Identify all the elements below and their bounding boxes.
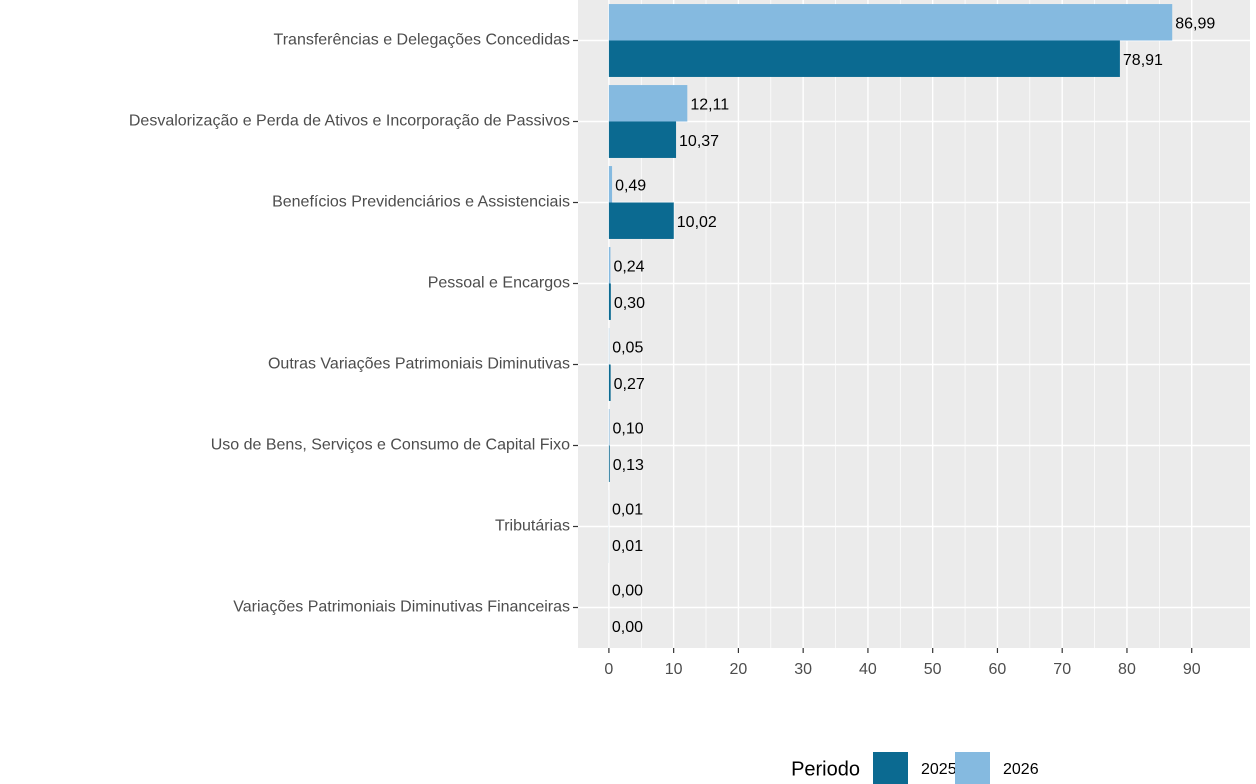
data-label: 0,01 (612, 538, 643, 555)
bar (608, 364, 611, 401)
x-tick-label: 70 (1053, 661, 1071, 678)
data-label: 78,91 (1123, 52, 1163, 69)
x-tick-label: 60 (989, 661, 1007, 678)
bar (608, 283, 611, 320)
legend-title: Periodo (791, 758, 860, 780)
x-tick-label: 50 (924, 661, 942, 678)
y-tick-label: Outras Variações Patrimoniais Diminutiva… (268, 356, 570, 373)
x-tick-label: 20 (730, 661, 748, 678)
legend-label: 2025 (921, 761, 957, 778)
y-tick-label: Transferências e Delegações Concedidas (274, 32, 570, 49)
data-label: 0,27 (614, 376, 645, 393)
data-label: 0,05 (612, 339, 643, 356)
x-tick-label: 0 (604, 661, 613, 678)
y-tick-label: Tributárias (495, 518, 570, 535)
x-tick-label: 90 (1183, 661, 1201, 678)
data-label: 0,01 (612, 501, 643, 518)
bar (608, 409, 610, 446)
bar (608, 121, 677, 158)
data-label: 0,00 (612, 582, 643, 599)
y-tick-label: Benefícios Previdenciários e Assistencia… (272, 194, 570, 211)
data-label: 0,00 (612, 619, 643, 636)
y-tick-label: Variações Patrimoniais Diminutivas Finan… (233, 599, 570, 616)
bar (608, 40, 1120, 77)
x-tick-label: 10 (665, 661, 683, 678)
bar (608, 166, 613, 203)
data-label: 0,49 (615, 177, 646, 194)
y-tick-label: Uso de Bens, Serviços e Consumo de Capit… (211, 437, 570, 454)
data-label: 0,10 (613, 420, 644, 437)
bar (608, 247, 611, 284)
data-label: 12,11 (690, 96, 729, 113)
legend-swatch (955, 752, 990, 784)
y-tick-label: Desvalorização e Perda de Ativos e Incor… (129, 113, 570, 130)
bar (608, 85, 688, 122)
y-tick-label: Pessoal e Encargos (428, 275, 570, 292)
x-tick-label: 80 (1118, 661, 1136, 678)
data-label: 10,02 (677, 214, 717, 231)
bar (608, 4, 1173, 41)
bar (608, 202, 674, 239)
legend-swatch (873, 752, 908, 784)
data-label: 86,99 (1175, 15, 1215, 32)
x-tick-label: 40 (859, 661, 877, 678)
legend-label: 2026 (1003, 761, 1039, 778)
x-tick-label: 30 (794, 661, 812, 678)
data-label: 0,13 (613, 457, 644, 474)
panel (578, 0, 1250, 648)
data-label: 0,24 (613, 258, 644, 275)
data-label: 0,30 (614, 295, 645, 312)
bar (608, 445, 610, 482)
data-label: 10,37 (679, 133, 719, 150)
